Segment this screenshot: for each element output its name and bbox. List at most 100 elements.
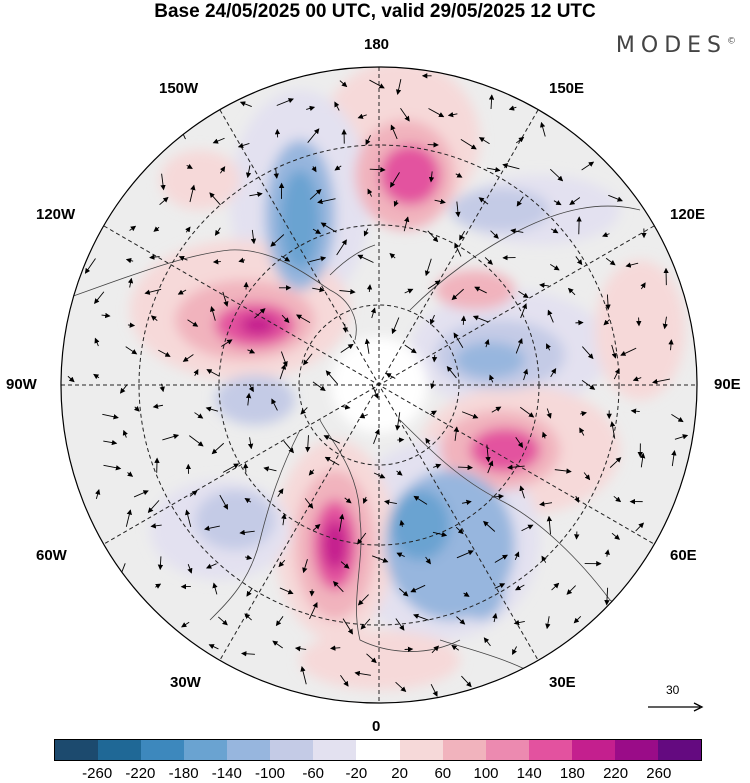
wind-arrow	[205, 406, 219, 412]
colorbar-tick-label: 220	[603, 765, 629, 782]
wind-arrow	[279, 587, 294, 595]
wind-arrow	[567, 287, 576, 296]
colorbar-tick-label: 140	[516, 765, 542, 782]
wind-arrow	[312, 228, 322, 234]
wind-arrow	[391, 317, 400, 335]
wind-arrow	[212, 582, 218, 595]
wind-arrow	[489, 374, 495, 383]
wind-arrow	[640, 282, 646, 290]
wind-arrow	[102, 413, 119, 420]
wind-arrow	[312, 381, 326, 392]
modes-logo: MODES©	[616, 33, 736, 58]
wind-arrow	[494, 554, 508, 563]
wind-arrow	[367, 188, 373, 197]
wind-arrow	[189, 435, 204, 447]
wind-arrow	[515, 436, 524, 448]
wind-arrow	[502, 163, 520, 170]
wind-arrow	[283, 440, 294, 454]
wind-arrow	[178, 256, 188, 261]
label-150e: 150E	[549, 80, 585, 97]
wind-arrow	[486, 167, 501, 173]
colorbar-segment	[614, 740, 658, 760]
label-60e: 60E	[670, 547, 697, 564]
wind-arrow	[362, 496, 368, 504]
wind-arrow	[303, 353, 313, 366]
wind-arrow	[357, 254, 374, 263]
wind-arrow	[583, 472, 591, 481]
wind-arrow	[515, 584, 525, 591]
wind-arrow	[340, 343, 354, 353]
wind-arrow	[248, 383, 254, 393]
wind-arrow	[451, 288, 464, 301]
wind-arrow	[541, 431, 548, 439]
wind-arrow	[209, 192, 221, 206]
wind-arrow	[609, 421, 616, 439]
wind-arrow	[270, 234, 285, 247]
wind-arrow	[514, 551, 520, 560]
wind-arrow	[340, 561, 350, 569]
wind-arrow	[320, 222, 337, 233]
wind-arrow	[581, 161, 595, 171]
colorbar-tick-label: 20	[391, 765, 408, 782]
wind-arrow	[472, 315, 489, 323]
wind-arrow	[625, 262, 639, 268]
label-120e: 120E	[670, 206, 706, 223]
colorbar-segment	[141, 740, 185, 760]
wind-arrow	[461, 675, 472, 688]
wind-arrow	[539, 501, 553, 507]
wind-arrow	[159, 196, 169, 206]
wind-arrow	[395, 412, 401, 431]
wind-arrow	[554, 468, 572, 474]
wind-arrow	[427, 280, 441, 290]
wind-arrow	[189, 490, 198, 497]
wind-arrow	[250, 229, 257, 245]
wind-arrow	[371, 384, 379, 399]
wind-arrow	[369, 79, 385, 89]
wind-arrow	[546, 515, 553, 535]
wind-arrow	[550, 368, 557, 378]
wind-arrow	[549, 168, 564, 182]
wind-arrow	[357, 532, 367, 545]
wind-arrow	[308, 469, 315, 476]
wind-arrow	[483, 520, 496, 532]
wind-arrow	[652, 378, 670, 385]
wind-arrow	[273, 168, 279, 179]
wind-arrow	[491, 406, 502, 413]
wind-arrow	[182, 354, 194, 362]
wind-arrow	[144, 288, 162, 295]
wind-arrow	[324, 456, 340, 466]
wind-arrow	[519, 485, 525, 499]
colorbar-segment	[399, 740, 443, 760]
wind-arrow	[271, 398, 278, 411]
wind-arrow	[632, 376, 642, 382]
colorbar-tick-label: 60	[434, 765, 452, 782]
colorbar-tick-label: 100	[473, 765, 499, 782]
wind-arrow	[429, 410, 437, 416]
wind-arrow	[521, 524, 534, 532]
colorbar-tick-label: -20	[345, 765, 368, 782]
wind-arrow	[364, 338, 371, 354]
wind-arrow	[550, 264, 560, 271]
colorbar-tick-label: -100	[254, 765, 286, 782]
wind-arrow	[312, 286, 325, 293]
wind-arrow	[317, 198, 336, 205]
wind-arrow	[366, 284, 373, 293]
wind-arrow	[300, 666, 307, 685]
wind-arrow	[280, 351, 288, 367]
graticule	[61, 67, 697, 703]
wind-arrow	[247, 348, 256, 354]
wind-arrow	[311, 166, 317, 173]
wind-arrow	[325, 370, 339, 385]
wind-arrow	[404, 288, 414, 294]
wind-arrow	[185, 509, 192, 528]
copyright-mark: ©	[727, 36, 736, 47]
wind-arrow	[384, 499, 397, 505]
wind-arrow	[214, 227, 221, 236]
wind-arrow	[608, 194, 623, 202]
wind-arrow	[518, 290, 529, 298]
map-title: Base 24/05/2025 00 UTC, valid 29/05/2025…	[154, 1, 596, 22]
wind-arrow	[573, 615, 582, 624]
wind-arrow	[159, 383, 165, 393]
wind-arrow	[245, 165, 252, 179]
wind-arrow	[455, 526, 464, 535]
